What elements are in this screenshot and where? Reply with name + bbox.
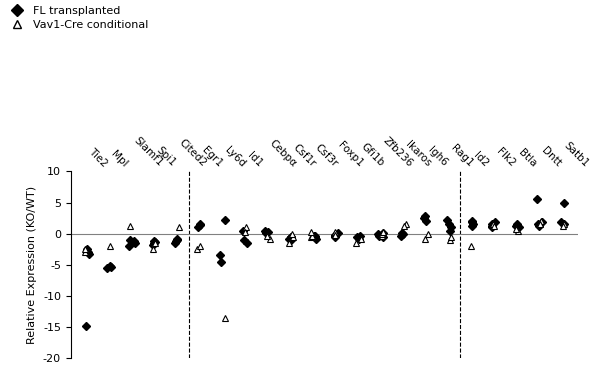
Legend: FL transplanted, Vav1-Cre conditional: FL transplanted, Vav1-Cre conditional (5, 6, 149, 30)
Y-axis label: Relative Expression (KO/WT): Relative Expression (KO/WT) (27, 186, 37, 344)
